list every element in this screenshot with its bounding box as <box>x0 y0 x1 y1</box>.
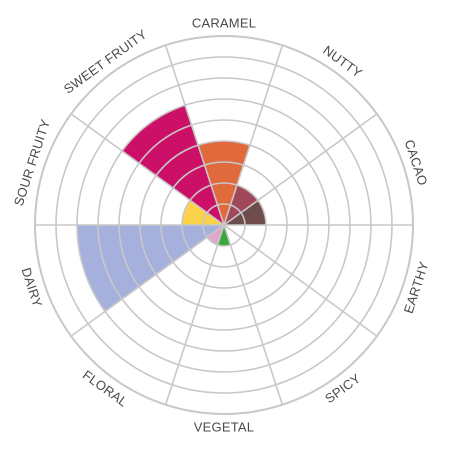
label-nutty: NUTTY <box>320 42 365 80</box>
label-spicy: SPICY <box>322 371 363 407</box>
grid-layer <box>34 35 414 415</box>
wedge-vegetal <box>217 225 231 246</box>
grid-spoke <box>164 224 225 405</box>
wedge-nutty <box>224 185 258 225</box>
wedge-floral <box>207 225 224 245</box>
label-caramel: CARAMEL <box>192 16 256 31</box>
label-vegetal: VEGETAL <box>194 420 254 435</box>
label-sweet-fruity: SWEET FRUITY <box>61 26 150 96</box>
wedge-sour-fruity <box>182 200 224 225</box>
wedge-sweet-fruity <box>122 105 224 225</box>
label-cacao: CACAO <box>402 138 431 188</box>
grid-spoke <box>164 45 225 226</box>
grid-spoke <box>223 113 378 226</box>
grid-spoke <box>70 113 225 226</box>
label-earthy: EARTHY <box>401 259 432 315</box>
grid-spoke <box>223 224 378 337</box>
grid-spoke <box>223 224 284 405</box>
wedge-cacao <box>224 200 266 225</box>
grid-spoke <box>70 224 225 337</box>
label-floral: FLORAL <box>80 367 131 410</box>
grid-spoke <box>223 45 284 226</box>
